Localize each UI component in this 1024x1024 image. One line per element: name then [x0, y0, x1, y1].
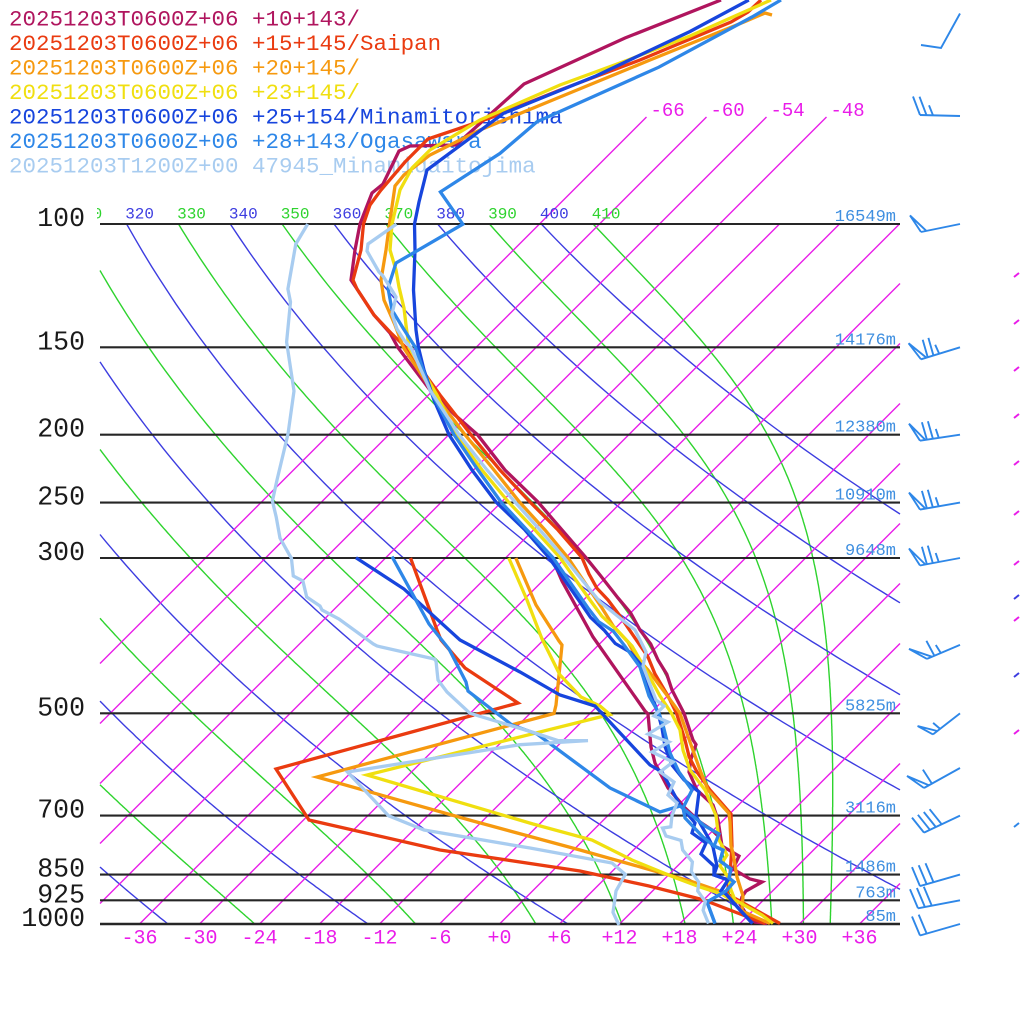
svg-text:20251203T1200Z+00 47945_Minami: 20251203T1200Z+00 47945_Minamidaitojima: [9, 154, 536, 180]
svg-text:250: 250: [37, 483, 85, 513]
svg-text:+30: +30: [781, 928, 817, 951]
svg-text:20251203T0600Z+06 +20+145/: 20251203T0600Z+06 +20+145/: [9, 56, 360, 82]
svg-text:700: 700: [37, 796, 85, 826]
svg-text:-60: -60: [711, 100, 745, 122]
svg-text:400: 400: [540, 206, 569, 224]
svg-text:12380m: 12380m: [835, 419, 896, 438]
svg-text:320: 320: [125, 206, 154, 224]
svg-text:410: 410: [592, 206, 621, 224]
svg-text:310: 310: [73, 206, 102, 224]
svg-text:20251203T0600Z+06 +15+145/Saip: 20251203T0600Z+06 +15+145/Saipan: [9, 31, 441, 57]
svg-text:390: 390: [488, 206, 517, 224]
svg-text:-12: -12: [361, 928, 397, 951]
svg-text:-54: -54: [771, 100, 805, 122]
svg-text:300: 300: [37, 538, 85, 568]
svg-text:+24: +24: [721, 928, 757, 951]
svg-text:+18: +18: [661, 928, 697, 951]
svg-text:340: 340: [229, 206, 258, 224]
svg-text:-6: -6: [427, 928, 451, 951]
svg-text:+0: +0: [487, 928, 511, 951]
svg-text:763m: 763m: [855, 884, 896, 903]
svg-text:9648m: 9648m: [845, 542, 896, 561]
svg-text:+6: +6: [547, 928, 571, 951]
svg-text:20251203T0600Z+06 +10+143/: 20251203T0600Z+06 +10+143/: [9, 7, 360, 33]
svg-text:85m: 85m: [865, 908, 896, 927]
svg-text:-18: -18: [301, 928, 337, 951]
svg-text:10910m: 10910m: [835, 487, 896, 506]
svg-text:330: 330: [177, 206, 206, 224]
svg-text:-30: -30: [181, 928, 217, 951]
svg-text:360: 360: [333, 206, 362, 224]
svg-text:500: 500: [37, 693, 85, 723]
svg-text:850: 850: [37, 855, 85, 885]
svg-text:3116m: 3116m: [845, 800, 896, 819]
svg-text:5825m: 5825m: [845, 697, 896, 716]
svg-text:-36: -36: [121, 928, 157, 951]
svg-text:+36: +36: [841, 928, 877, 951]
svg-text:20251203T0600Z+06 +23+145/: 20251203T0600Z+06 +23+145/: [9, 80, 360, 106]
svg-text:1486m: 1486m: [845, 859, 896, 878]
svg-text:-48: -48: [831, 100, 865, 122]
svg-text:150: 150: [37, 327, 85, 357]
svg-text:14176m: 14176m: [835, 331, 896, 350]
svg-text:20251203T0600Z+06 +28+143/Ogas: 20251203T0600Z+06 +28+143/Ogasawara: [9, 129, 482, 155]
svg-text:-66: -66: [651, 100, 685, 122]
svg-text:20251203T0600Z+06 +25+154/Mina: 20251203T0600Z+06 +25+154/Minamitorishim…: [9, 105, 563, 131]
svg-text:350: 350: [281, 206, 310, 224]
svg-text:-24: -24: [241, 928, 277, 951]
svg-text:925: 925: [37, 880, 85, 910]
svg-text:200: 200: [37, 415, 85, 445]
svg-text:+12: +12: [601, 928, 637, 951]
svg-text:1000: 1000: [21, 904, 85, 934]
svg-text:16549m: 16549m: [835, 208, 896, 227]
svg-text:100: 100: [37, 204, 85, 234]
